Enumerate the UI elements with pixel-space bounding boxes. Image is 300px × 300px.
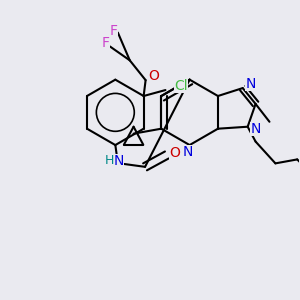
Text: F: F (102, 37, 110, 50)
Text: H: H (105, 154, 114, 167)
Text: N: N (114, 154, 124, 168)
Text: N: N (250, 122, 261, 136)
Text: O: O (148, 69, 159, 83)
Text: N: N (182, 145, 193, 159)
Text: Cl: Cl (175, 79, 188, 93)
Text: O: O (169, 146, 180, 160)
Text: N: N (245, 77, 256, 91)
Text: F: F (110, 24, 118, 38)
